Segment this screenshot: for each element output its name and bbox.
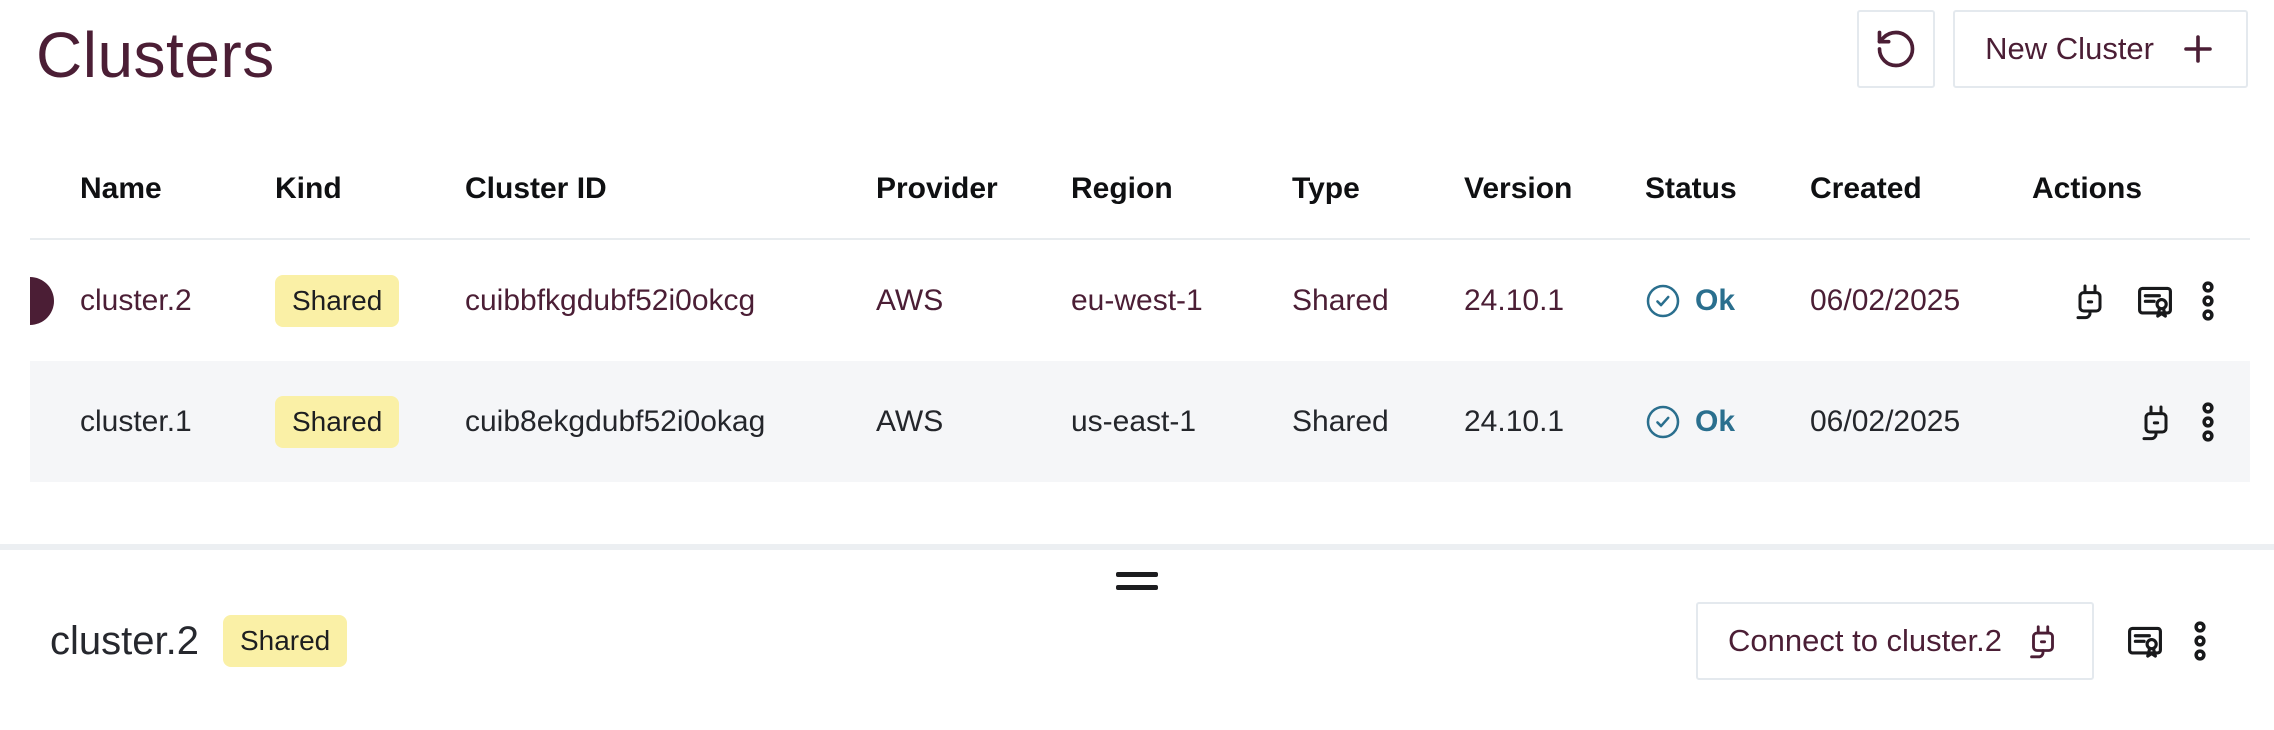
clusters-table: Name Kind Cluster ID Provider Region Typ…: [30, 140, 2250, 482]
certificate-action-button[interactable]: [2124, 620, 2166, 662]
cell-version: 24.10.1: [1464, 283, 1565, 317]
kind-badge: Shared: [222, 615, 348, 667]
connect-button-label: Connect to cluster.2: [1728, 623, 2002, 658]
cell-created: 06/02/2025: [1810, 283, 1961, 317]
certificate-icon: [2124, 620, 2166, 662]
cell-version: 24.10.1: [1464, 404, 1565, 438]
cell-status: Ok: [1645, 404, 1810, 440]
kebab-menu-icon: [2192, 620, 2208, 662]
cell-name[interactable]: cluster.1: [80, 404, 192, 438]
column-header-cluster-id: Cluster ID: [465, 172, 607, 205]
cell-kind: Shared: [275, 395, 465, 448]
connect-to-cluster-button[interactable]: Connect to cluster.2: [1696, 602, 2094, 680]
drawer-content: cluster.2 Shared Connect to cluster.2: [0, 602, 2274, 680]
cell-cluster-id: cuib8ekgdubf52i0okag: [465, 404, 766, 438]
kind-badge: Shared: [275, 395, 400, 448]
status-label: Ok: [1695, 283, 1736, 317]
cell-actions: [2032, 280, 2250, 322]
table-row-cluster-2[interactable]: cluster.2 Shared cuibbfkgdubf52i0okcg AW…: [30, 240, 2250, 361]
new-cluster-button[interactable]: New Cluster: [1953, 10, 2248, 88]
drag-bar: [1116, 585, 1158, 590]
cell-kind: Shared: [275, 274, 465, 327]
connect-action-button[interactable]: [2136, 402, 2176, 442]
page-title: Clusters: [36, 19, 275, 91]
cell-region: eu-west-1: [1071, 283, 1203, 317]
selected-row-indicator: [30, 276, 54, 325]
column-header-status: Status: [1645, 172, 1737, 205]
plug-connect-icon: [2070, 281, 2110, 321]
cell-type: Shared: [1292, 404, 1389, 438]
column-header-type: Type: [1292, 172, 1360, 205]
cell-provider: AWS: [876, 404, 944, 438]
new-cluster-button-label: New Cluster: [1985, 31, 2154, 66]
table-row-cluster-1[interactable]: cluster.1 Shared cuib8ekgdubf52i0okag AW…: [30, 361, 2250, 482]
check-circle-icon: [1645, 283, 1681, 319]
cluster-detail-drawer: cluster.2 Shared Connect to cluster.2: [0, 572, 2274, 680]
column-header-region: Region: [1071, 172, 1173, 205]
cell-region: us-east-1: [1071, 404, 1197, 438]
column-header-kind: Kind: [275, 172, 342, 205]
plug-connect-icon: [2136, 402, 2176, 442]
plug-connect-icon: [2024, 622, 2062, 660]
refresh-button[interactable]: [1857, 10, 1936, 88]
kebab-menu-icon: [2200, 401, 2216, 443]
kebab-menu-icon: [2200, 280, 2216, 322]
kind-badge: Shared: [275, 274, 400, 327]
connect-action-button[interactable]: [2070, 281, 2110, 321]
plus-icon: [2180, 31, 2216, 67]
cell-provider: AWS: [876, 283, 944, 317]
row-menu-button[interactable]: [2200, 280, 2216, 322]
rotate-ccw-icon: [1874, 27, 1918, 71]
cell-name[interactable]: cluster.2: [80, 283, 192, 317]
row-menu-button[interactable]: [2200, 401, 2216, 443]
drawer-cluster-title: cluster.2: [50, 618, 199, 663]
check-circle-icon: [1645, 404, 1681, 440]
column-header-actions: Actions: [2032, 172, 2143, 205]
column-header-created: Created: [1810, 172, 1922, 205]
drag-bar: [1116, 572, 1158, 577]
cell-type: Shared: [1292, 283, 1389, 317]
drawer-drag-handle-icon[interactable]: [1116, 572, 1158, 590]
cell-actions: [2032, 401, 2250, 443]
header-actions: New Cluster: [1857, 10, 2248, 88]
page-header: Clusters New Cluster: [0, 0, 2274, 112]
column-header-name: Name: [80, 172, 162, 205]
drawer-menu-button[interactable]: [2192, 620, 2208, 662]
cell-cluster-id: cuibbfkgdubf52i0okcg: [465, 283, 756, 317]
drawer-icon-actions: [2124, 620, 2208, 662]
drawer-top-divider: [0, 544, 2274, 550]
column-header-provider: Provider: [876, 172, 998, 205]
column-header-version: Version: [1464, 172, 1573, 205]
cell-status: Ok: [1645, 283, 1810, 319]
table-header-row: Name Kind Cluster ID Provider Region Typ…: [30, 140, 2250, 240]
certificate-action-button[interactable]: [2134, 280, 2176, 322]
certificate-icon: [2134, 280, 2176, 322]
status-label: Ok: [1695, 404, 1736, 438]
cell-created: 06/02/2025: [1810, 404, 1961, 438]
